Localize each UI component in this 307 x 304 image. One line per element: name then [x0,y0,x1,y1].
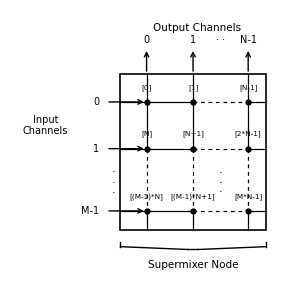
Text: N-1: N-1 [240,35,257,45]
Text: . .: . . [216,32,225,42]
Text: [0]: [0] [142,84,152,91]
Text: M-1: M-1 [81,206,99,216]
Text: [(M-1)*N]: [(M-1)*N] [130,193,164,200]
Text: .: . [111,164,115,174]
Text: Supermixer Node: Supermixer Node [148,260,238,270]
Text: Input
Channels: Input Channels [23,115,68,136]
Text: [M*N-1]: [M*N-1] [234,193,262,200]
Text: .: . [111,185,115,195]
Bar [120,74,266,230]
Text: [N+1]: [N+1] [182,131,204,137]
Text: .: . [219,175,222,185]
Text: Output Channels: Output Channels [153,23,241,33]
Text: .: . [111,175,115,185]
Text: 1: 1 [190,35,196,45]
Text: .: . [219,184,222,194]
Text: [N-1]: [N-1] [239,84,257,91]
Text: 1: 1 [93,144,99,154]
Text: 0: 0 [143,35,150,45]
Text: [1]: [1] [188,84,198,91]
Text: .: . [219,165,222,175]
Text: [2*N-1]: [2*N-1] [235,131,262,137]
Text: [(M-1)*N+1]: [(M-1)*N+1] [171,193,215,200]
Text: [N]: [N] [141,131,152,137]
Text: 0: 0 [93,97,99,107]
